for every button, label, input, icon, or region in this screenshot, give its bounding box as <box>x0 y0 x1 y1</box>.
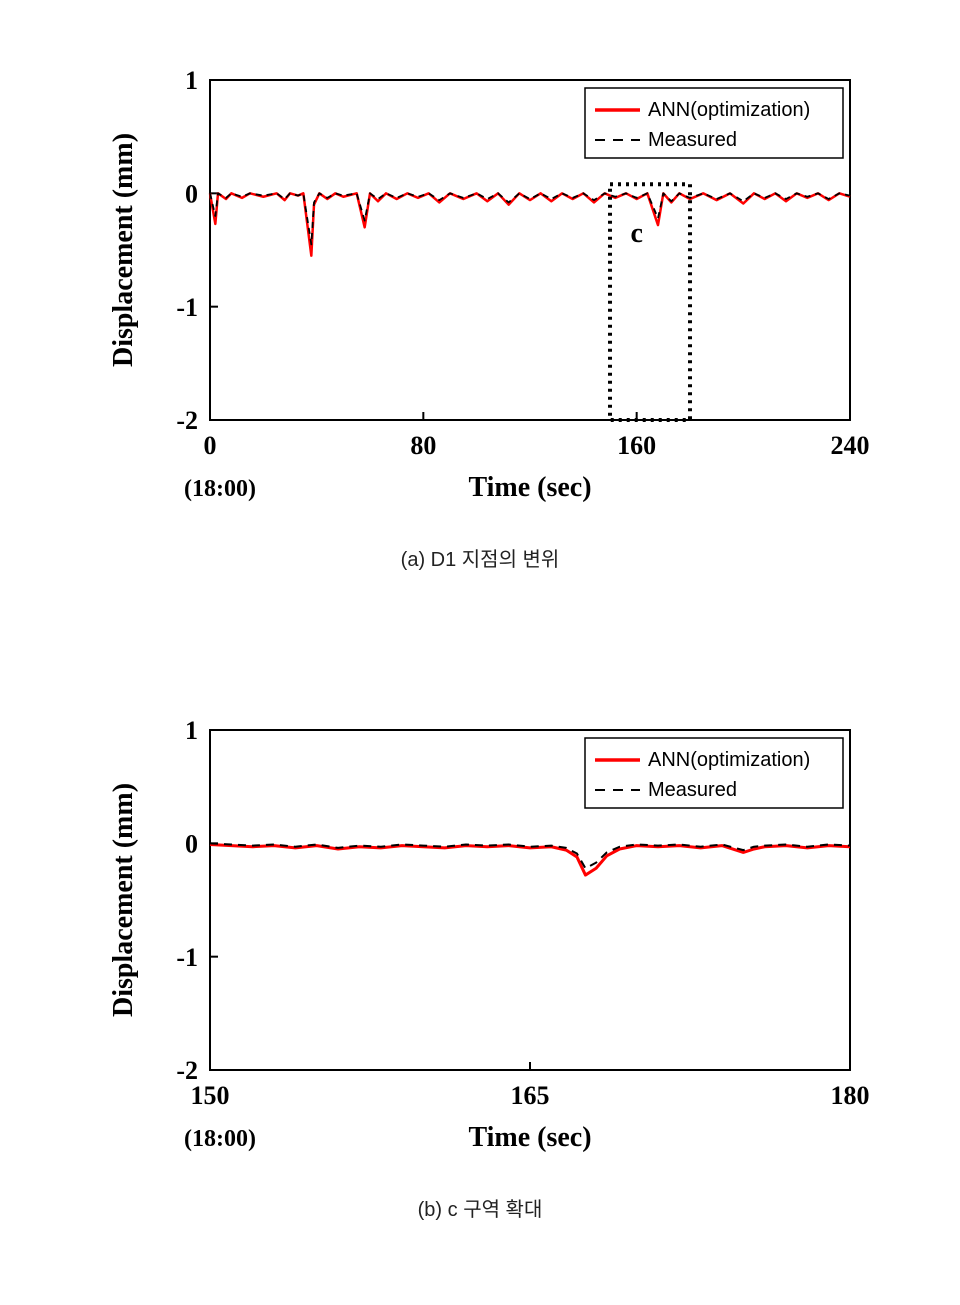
svg-text:1: 1 <box>185 716 198 745</box>
svg-text:150: 150 <box>191 1081 230 1110</box>
svg-text:0: 0 <box>185 829 198 858</box>
svg-text:(18:00): (18:00) <box>184 1126 256 1152</box>
svg-text:ANN(optimization): ANN(optimization) <box>648 749 810 771</box>
page: 0 80 160 240 -2 -1 0 1 c Time (sec) (18:00) Displac… <box>0 0 960 1305</box>
svg-text:Time (sec): Time (sec) <box>468 1122 591 1153</box>
svg-text:180: 180 <box>831 1081 870 1110</box>
svg-text:-2: -2 <box>176 1056 198 1085</box>
svg-text:c: c <box>630 218 642 249</box>
svg-text:80: 80 <box>410 431 436 460</box>
chart-a-svg: 0 80 160 240 -2 -1 0 1 c Time (sec) (18:00) Displac… <box>90 60 870 510</box>
svg-text:Displacement (mm): Displacement (mm) <box>108 133 139 367</box>
svg-text:ANN(optimization): ANN(optimization) <box>648 99 810 121</box>
svg-text:-2: -2 <box>176 406 198 435</box>
svg-text:Displacement (mm): Displacement (mm) <box>108 783 139 1017</box>
chart-a-caption: (a) D1 지점의 변위 <box>90 543 870 572</box>
chart-a-block: 0 80 160 240 -2 -1 0 1 c Time (sec) (18:00) Displac… <box>90 60 870 572</box>
svg-text:Measured: Measured <box>648 129 737 151</box>
svg-text:0: 0 <box>185 179 198 208</box>
chart-b-caption: (b) c 구역 확대 <box>90 1193 870 1222</box>
chart-b-block: 150 165 180 -2 -1 0 1 Time (sec) (18:00) Displace… <box>90 710 870 1222</box>
svg-text:160: 160 <box>617 431 656 460</box>
svg-text:-1: -1 <box>176 293 198 322</box>
chart-b-svg: 150 165 180 -2 -1 0 1 Time (sec) (18:00) Displace… <box>90 710 870 1160</box>
svg-text:-1: -1 <box>176 943 198 972</box>
svg-text:165: 165 <box>511 1081 550 1110</box>
svg-text:Time (sec): Time (sec) <box>468 472 591 503</box>
svg-text:Measured: Measured <box>648 779 737 801</box>
svg-text:0: 0 <box>204 431 217 460</box>
svg-text:(18:00): (18:00) <box>184 476 256 502</box>
svg-text:1: 1 <box>185 66 198 95</box>
svg-text:240: 240 <box>831 431 870 460</box>
